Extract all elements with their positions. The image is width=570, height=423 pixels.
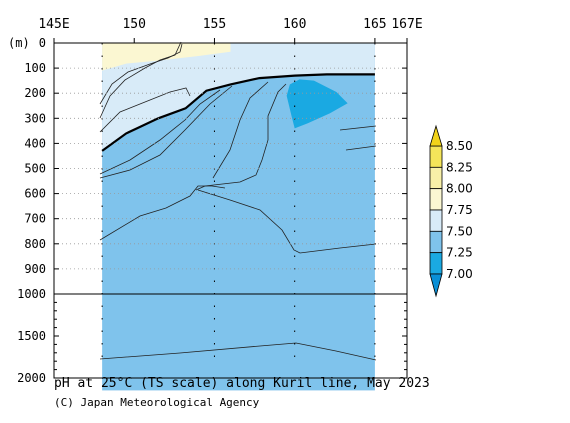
x-tick-label: 160 xyxy=(283,17,306,32)
contour-line xyxy=(197,189,377,254)
colorbar-label: 7.00 xyxy=(446,267,473,281)
colorbar-label: 7.75 xyxy=(446,203,473,217)
x-tick-label: 165 xyxy=(363,17,386,32)
y-tick-label: 600 xyxy=(24,187,46,201)
y-tick-label: 1000 xyxy=(17,287,46,301)
contour-line xyxy=(99,85,233,179)
shaded-regions xyxy=(102,43,375,391)
colorbar-bottom-arrow xyxy=(429,273,443,298)
colorbar-top-arrow xyxy=(429,124,443,147)
contour-line xyxy=(345,145,377,151)
contour-line xyxy=(195,83,287,191)
contour-lines xyxy=(99,41,377,361)
contour-line xyxy=(99,342,377,361)
x-axis: 145E 150 155 160 165 167E xyxy=(38,17,423,43)
y-tick-label: 300 xyxy=(24,111,46,125)
contour-line xyxy=(212,81,269,179)
colorbar-label: 7.25 xyxy=(446,246,473,260)
y-tick-label: 100 xyxy=(24,61,46,75)
contour-line xyxy=(99,87,191,133)
colorbar-swatch xyxy=(429,145,443,168)
y-axis: 0 100 200 300 400 500 600 700 800 900 1000 1500 2000 xyxy=(17,36,407,385)
y-tick-label: 500 xyxy=(24,162,46,176)
contour-line xyxy=(99,43,183,105)
colorbar-label: 8.00 xyxy=(446,182,473,196)
y-tick-label: 400 xyxy=(24,136,46,150)
region-7-00-to-7-25 xyxy=(286,79,348,129)
chart-title: pH at 25°C (TS scale) along Kuril line, … xyxy=(54,376,430,391)
region-7-50-to-7-75 xyxy=(102,43,375,151)
contour-line xyxy=(99,89,221,175)
colorbar-label: 7.50 xyxy=(446,224,473,238)
chart-credit: (C) Japan Meteorological Agency xyxy=(54,396,260,409)
colorbar-label: 8.50 xyxy=(446,139,473,153)
y-tick-label: 800 xyxy=(24,237,46,251)
contour-7-50-bold xyxy=(101,73,375,152)
y-tick-label: 700 xyxy=(24,212,46,226)
colorbar-swatch xyxy=(429,188,443,211)
colorbar-swatch xyxy=(429,230,443,254)
y-tick-label: 900 xyxy=(24,262,46,276)
x-tick-label: 155 xyxy=(203,17,226,32)
colorbar-swatch xyxy=(429,252,443,275)
contour-line xyxy=(99,41,182,119)
x-tick-label: 167E xyxy=(391,17,422,32)
x-tick-label: 150 xyxy=(122,17,145,32)
y-unit-label: (m) xyxy=(8,36,30,50)
plot-frame xyxy=(53,42,408,379)
colorbar-label: 8.25 xyxy=(446,160,473,174)
colorbar-swatch xyxy=(429,209,443,232)
y-tick-label: 200 xyxy=(24,86,46,100)
contour-line xyxy=(339,125,377,131)
y-tick-label: 1500 xyxy=(17,329,46,343)
colorbar: 8.50 8.25 8.00 7.75 7.50 7.25 7.00 xyxy=(429,124,473,298)
x-tick-label: 145E xyxy=(38,17,69,32)
y-tick-label: 0 xyxy=(39,36,46,50)
y-tick-label: 2000 xyxy=(17,371,46,385)
colorbar-swatch xyxy=(429,166,443,190)
contour-line xyxy=(99,185,226,241)
region-7-75-to-8-00 xyxy=(102,43,231,71)
